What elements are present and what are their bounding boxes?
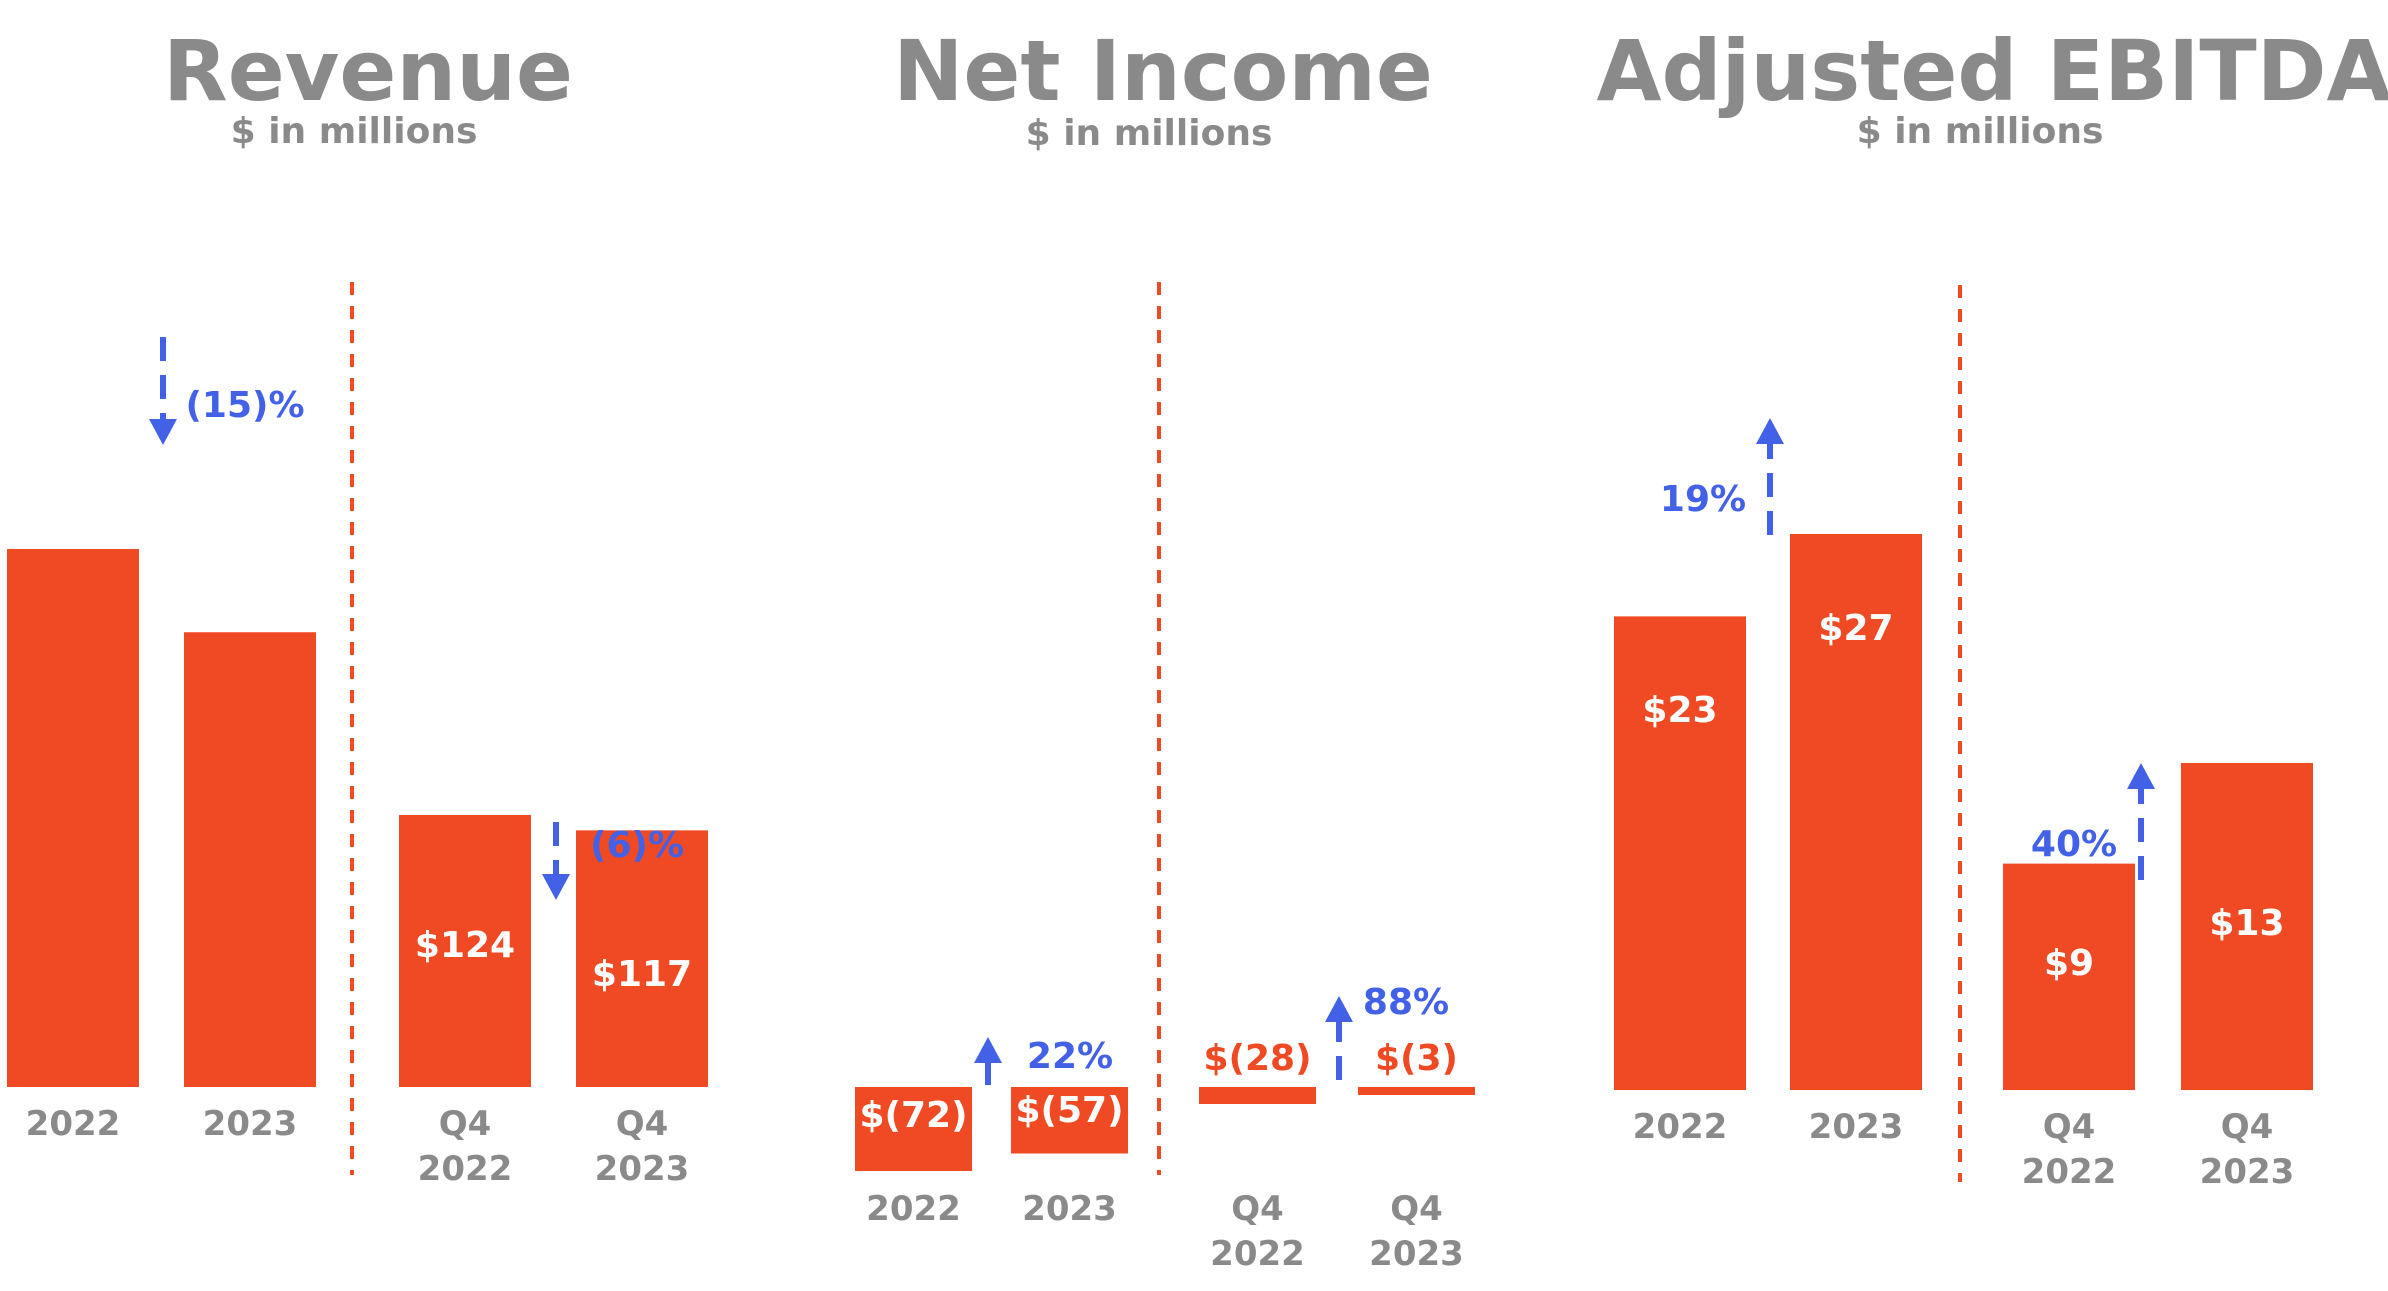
change-arrow-icon	[149, 337, 177, 445]
change-arrow-icon	[2127, 763, 2155, 880]
category-label: Q4	[439, 1104, 492, 1144]
change-arrow-icon	[1756, 418, 1784, 535]
change-arrow-head	[2127, 763, 2155, 789]
data-label: $388	[200, 523, 300, 564]
category-label: Q4	[616, 1104, 669, 1144]
data-label: $(57)	[1015, 1090, 1123, 1131]
chart-subtitle: $ in millions	[1026, 113, 1273, 154]
change-label: 22%	[1027, 1036, 1113, 1077]
change-label: 40%	[2031, 824, 2117, 865]
change-arrow-icon	[542, 822, 570, 900]
category-label: 2022	[26, 1104, 121, 1144]
category-label: 2022	[866, 1189, 961, 1229]
category-label: 2023	[1369, 1234, 1464, 1274]
category-label: 2023	[203, 1104, 298, 1144]
chart-title: Net Income	[893, 22, 1433, 120]
category-label: 2022	[1210, 1234, 1305, 1274]
bar	[2003, 863, 2135, 1090]
bar	[399, 815, 531, 1087]
bar	[855, 1087, 972, 1171]
chart-panel: Revenue$ in millions $459 2022 $388 2023 (15)…	[7, 22, 708, 1189]
change-label: 88%	[1363, 982, 1449, 1023]
data-label: $124	[415, 925, 515, 966]
bar	[1358, 1087, 1475, 1095]
data-label: $(3)	[1375, 1038, 1458, 1079]
change-arrow-icon	[1325, 996, 1353, 1080]
category-label: 2023	[2200, 1152, 2295, 1192]
change-arrow-head	[1756, 418, 1784, 444]
category-label: 2022	[1633, 1107, 1728, 1147]
category-label: Q4	[1390, 1189, 1443, 1229]
bar	[184, 632, 316, 1087]
change-label: (6)%	[590, 825, 684, 866]
data-label: $27	[1818, 608, 1893, 649]
data-label: $(72)	[859, 1095, 967, 1136]
bar	[1790, 534, 1922, 1090]
bar	[7, 549, 139, 1087]
category-label: 2022	[418, 1149, 513, 1189]
category-label: 2022	[2022, 1152, 2117, 1192]
change-arrow-head	[974, 1037, 1002, 1063]
category-label: Q4	[2221, 1107, 2274, 1147]
bar	[1011, 1087, 1128, 1154]
category-label: Q4	[1231, 1189, 1284, 1229]
data-label: $459	[23, 423, 123, 464]
chart-panel: Net Income$ in millions $(72) 2022 $(57) 202…	[855, 22, 1475, 1274]
category-label: 2023	[1022, 1189, 1117, 1229]
data-label: $117	[592, 954, 692, 995]
change-arrow-icon	[974, 1037, 1002, 1085]
bar	[576, 830, 708, 1087]
change-arrow-head	[1325, 996, 1353, 1022]
chart-subtitle: $ in millions	[1857, 111, 2104, 152]
chart-title: Revenue	[163, 22, 573, 120]
change-arrow-head	[542, 874, 570, 900]
chart-title: Adjusted EBITDA	[1597, 22, 2388, 120]
chart-subtitle: $ in millions	[231, 111, 478, 152]
data-label: $(28)	[1203, 1038, 1311, 1079]
bar	[2181, 763, 2313, 1090]
data-label: $23	[1642, 690, 1717, 731]
change-arrow-head	[149, 419, 177, 445]
change-label: 19%	[1660, 479, 1746, 520]
change-label: (15)%	[185, 385, 304, 426]
category-label: 2023	[595, 1149, 690, 1189]
category-label: Q4	[2043, 1107, 2096, 1147]
data-label: $13	[2209, 903, 2284, 944]
data-label: $9	[2044, 943, 2094, 984]
bar	[1199, 1087, 1316, 1104]
bar	[1614, 616, 1746, 1090]
category-label: 2023	[1809, 1107, 1904, 1147]
chart-panel: Adjusted EBITDA$ in millions $23 2022 $27 20…	[1597, 22, 2388, 1192]
